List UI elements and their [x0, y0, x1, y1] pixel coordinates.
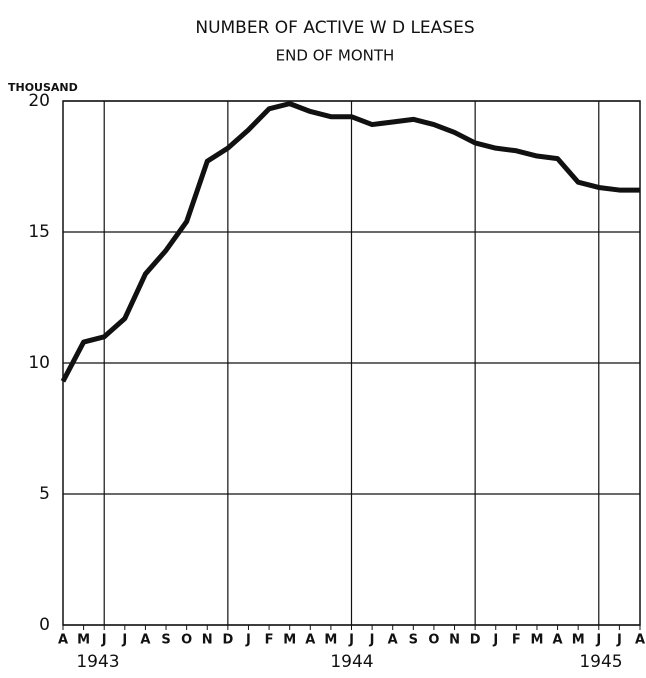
data-line: [60, 101, 640, 383]
x-tick-label: N: [449, 633, 460, 648]
x-tick-label: S: [161, 633, 170, 648]
x-tick-label: J: [369, 633, 375, 648]
x-tick-label: A: [305, 633, 315, 648]
x-tick-label: S: [409, 633, 418, 648]
x-tick-label: M: [283, 633, 296, 648]
chart-title: NUMBER OF ACTIVE W D LEASES: [195, 18, 474, 38]
x-tick-label: A: [140, 633, 150, 648]
x-tick-label: J: [492, 633, 498, 648]
x-tick-label: N: [202, 633, 213, 648]
year-label: 1945: [579, 652, 622, 672]
chart-subtitle: END OF MONTH: [276, 47, 395, 65]
x-tick-label: J: [616, 633, 622, 648]
x-tick-label: A: [553, 633, 563, 648]
x-tick-label: J: [101, 633, 107, 648]
x-tick-label: M: [324, 633, 337, 648]
y-tick-label: 0: [39, 615, 50, 635]
x-tick-label: D: [470, 633, 481, 648]
y-tick-label: 15: [28, 222, 50, 242]
y-unit-label: THOUSAND: [8, 81, 78, 94]
year-label: 1943: [76, 652, 119, 672]
x-tick-label: J: [595, 633, 601, 648]
x-tick-label: A: [635, 633, 645, 648]
year-label: 1944: [330, 652, 373, 672]
y-tick-label: 5: [39, 484, 50, 504]
y-tick-label: 10: [28, 353, 50, 373]
x-tick-label: M: [572, 633, 585, 648]
x-tick-label: J: [348, 633, 354, 648]
x-tick-label: D: [222, 633, 233, 648]
x-tick-label: A: [58, 633, 68, 648]
x-tick-label: M: [530, 633, 543, 648]
x-tick-label: J: [245, 633, 251, 648]
x-tick-label: M: [77, 633, 90, 648]
x-tick-label: F: [512, 633, 521, 648]
x-tick-label: F: [265, 633, 274, 648]
x-tick-label: A: [388, 633, 398, 648]
x-tick-label: O: [181, 633, 192, 648]
x-tick-label: J: [121, 633, 127, 648]
x-tick-label: O: [428, 633, 439, 648]
y-tick-label: 20: [28, 91, 50, 111]
